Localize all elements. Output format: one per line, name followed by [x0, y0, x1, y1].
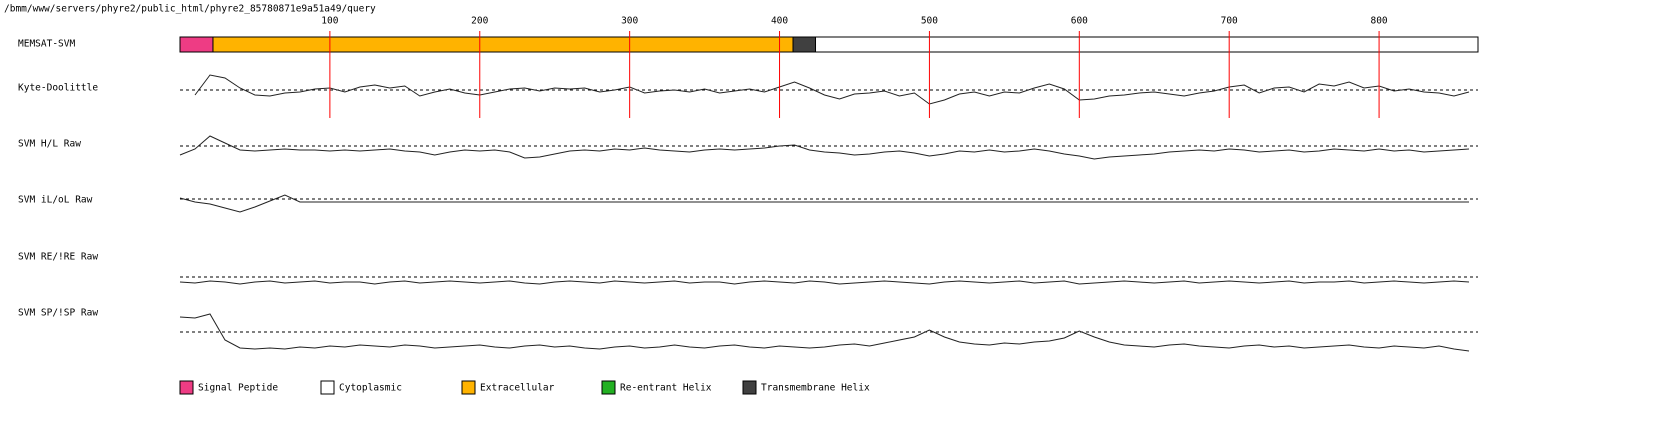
- legend-label: Signal Peptide: [198, 383, 278, 394]
- x-tick-label: 400: [771, 16, 788, 27]
- legend-swatch: [601, 380, 616, 395]
- legend-label: Cytoplasmic: [339, 383, 402, 394]
- legend-swatch: [461, 380, 476, 395]
- trace: [179, 280, 1470, 285]
- legend-swatch: [742, 380, 757, 395]
- legend-label: Transmembrane Helix: [761, 383, 870, 394]
- legend-swatch: [179, 380, 194, 395]
- x-tick-label: 100: [321, 16, 338, 27]
- trace: [179, 313, 1470, 352]
- track-label: Kyte-Doolittle: [18, 83, 98, 94]
- x-tick-label: 800: [1370, 16, 1387, 27]
- x-tick-label: 700: [1221, 16, 1238, 27]
- legend-label: Extracellular: [480, 383, 555, 394]
- trace: [194, 74, 1470, 105]
- track-label: SVM RE/!RE Raw: [18, 252, 98, 263]
- track-label: SVM iL/oL Raw: [18, 195, 93, 206]
- x-tick-label: 500: [921, 16, 938, 27]
- x-tick-label: 600: [1071, 16, 1088, 27]
- trace: [179, 194, 1469, 213]
- track-label: MEMSAT-SVM: [18, 39, 75, 50]
- track-label: SVM H/L Raw: [18, 139, 81, 150]
- topology-segment: [179, 36, 214, 53]
- chart-title: /bmm/www/servers/phyre2/public_html/phyr…: [4, 4, 376, 15]
- legend-swatch: [320, 380, 335, 395]
- topology-segment: [815, 36, 1479, 53]
- topology-segment: [792, 36, 817, 53]
- trace: [179, 135, 1470, 160]
- x-tick-label: 300: [621, 16, 638, 27]
- track-label: SVM SP/!SP Raw: [18, 308, 98, 319]
- topology-segment: [212, 36, 794, 53]
- legend-label: Re-entrant Helix: [620, 383, 712, 394]
- x-tick-label: 200: [471, 16, 488, 27]
